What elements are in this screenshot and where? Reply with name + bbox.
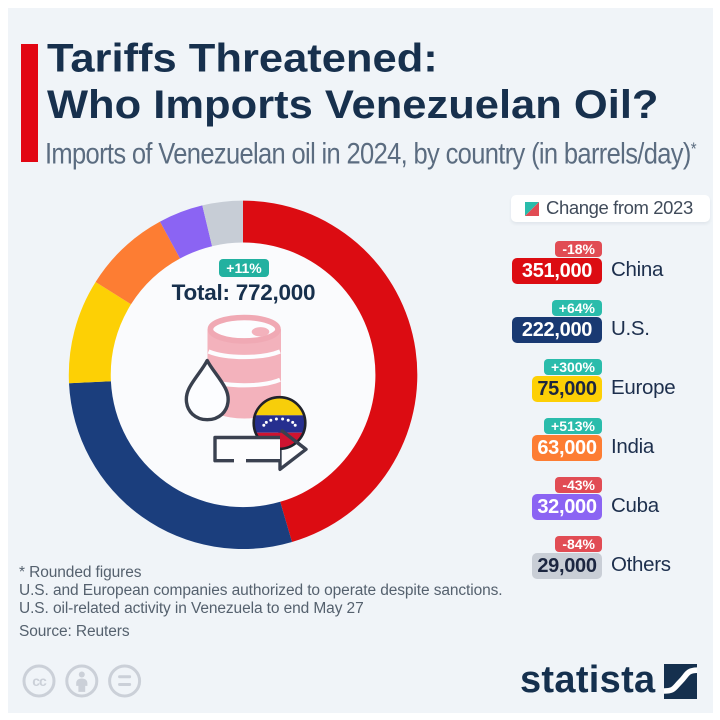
- svg-text:cc: cc: [32, 673, 47, 689]
